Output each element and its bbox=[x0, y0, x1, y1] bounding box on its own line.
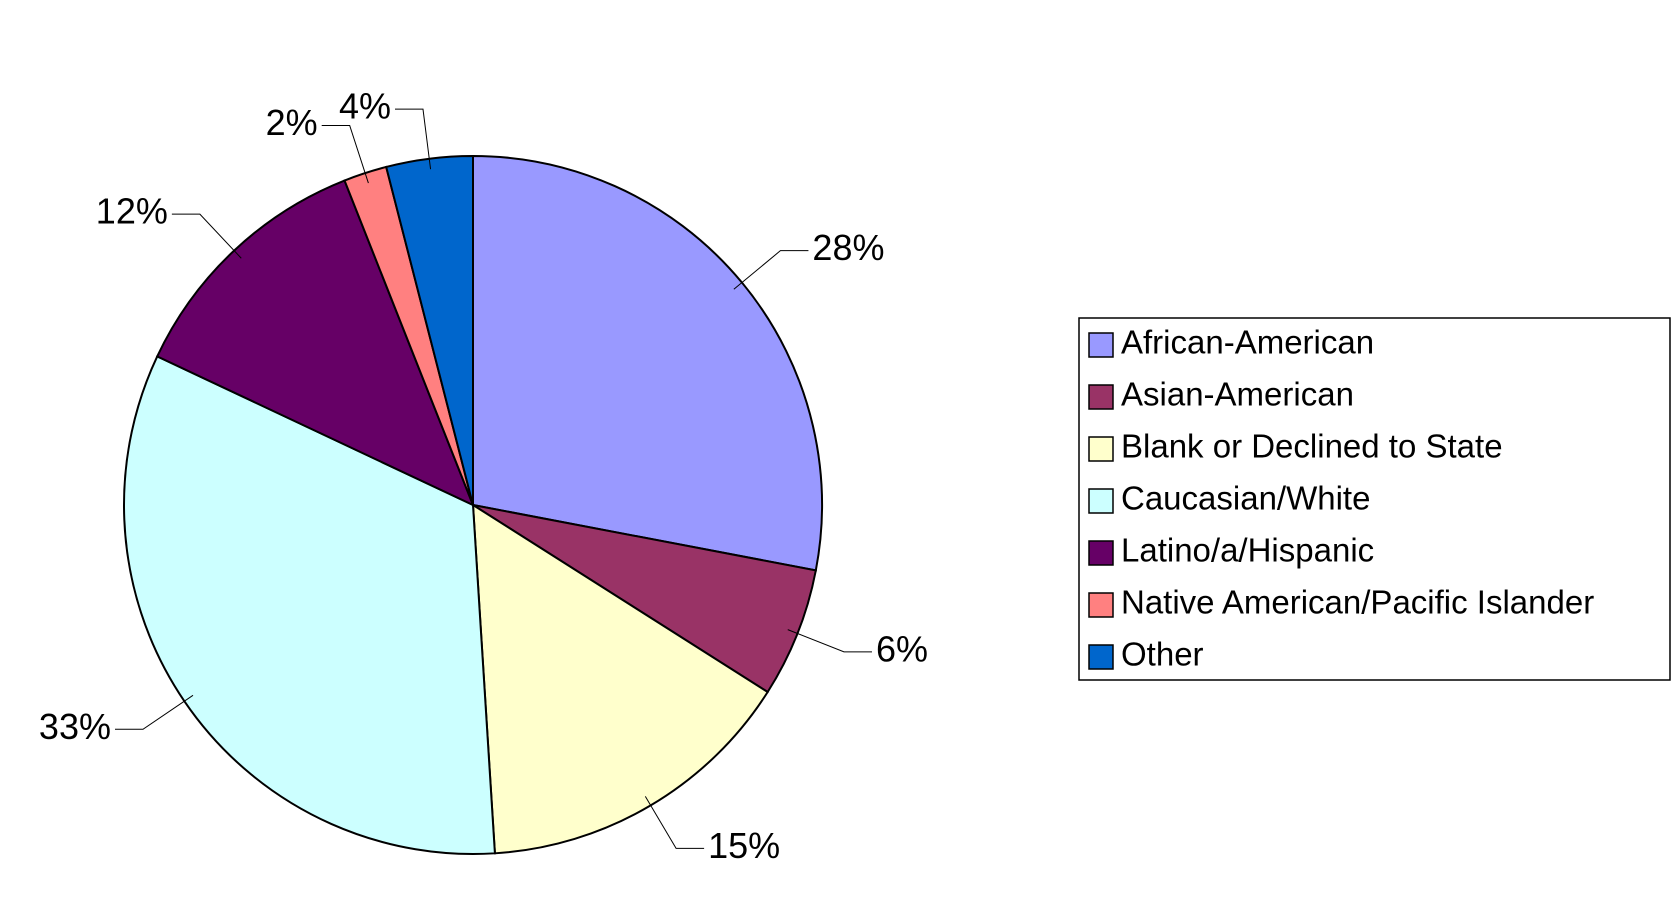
legend-swatch bbox=[1088, 488, 1114, 514]
legend-label: Asian-American bbox=[1121, 376, 1354, 413]
legend-swatch bbox=[1088, 540, 1114, 566]
legend-label: Caucasian/White bbox=[1121, 480, 1370, 517]
leader-line bbox=[644, 796, 705, 849]
legend-swatch bbox=[1088, 644, 1114, 670]
legend-swatch bbox=[1088, 384, 1114, 410]
data-label: 4% bbox=[339, 86, 391, 127]
legend-swatch bbox=[1088, 592, 1114, 618]
data-label: 28% bbox=[812, 227, 884, 268]
legend-label: Blank or Declined to State bbox=[1121, 428, 1503, 465]
data-label: 33% bbox=[39, 706, 111, 747]
data-label: 2% bbox=[266, 102, 318, 143]
pie-slice bbox=[472, 154, 823, 572]
leader-line bbox=[171, 213, 242, 259]
legend-label: Other bbox=[1121, 636, 1204, 673]
data-label: 6% bbox=[876, 628, 928, 669]
leader-line bbox=[787, 629, 872, 653]
legend-box bbox=[1078, 317, 1671, 681]
leader-line bbox=[733, 250, 809, 290]
legend-swatch bbox=[1088, 332, 1114, 358]
leader-line bbox=[114, 694, 194, 730]
leader-line bbox=[321, 125, 369, 184]
data-label: 15% bbox=[708, 825, 780, 866]
legend-label: African-American bbox=[1121, 324, 1374, 361]
data-label: 12% bbox=[96, 191, 168, 232]
legend-label: Latino/a/Hispanic bbox=[1121, 532, 1374, 569]
leader-line bbox=[394, 108, 432, 170]
legend-swatch bbox=[1088, 436, 1114, 462]
legend-label: Native American/Pacific Islander bbox=[1121, 584, 1594, 621]
